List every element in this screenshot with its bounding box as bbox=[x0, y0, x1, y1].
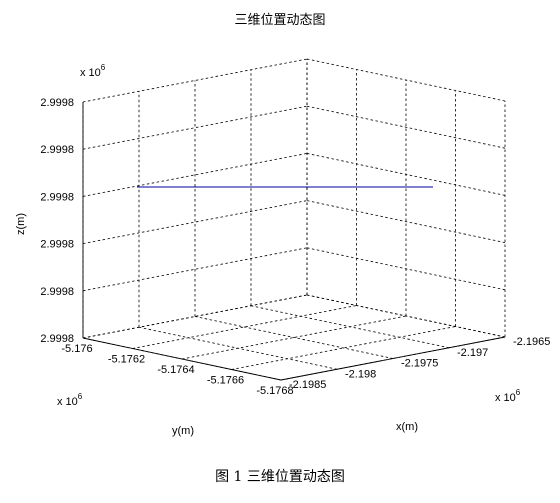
wall-right-horizontal-3 bbox=[306, 153, 506, 196]
y-exponent-label: x 106 bbox=[57, 392, 83, 408]
z-tick-label: 2.9998 bbox=[40, 191, 74, 203]
wall-right-horizontal-0 bbox=[306, 294, 506, 338]
z-tick-labels: 2.9998 2.9998 2.9998 2.9998 2.9998 2.9998 bbox=[40, 97, 74, 345]
y-axis-line bbox=[82, 337, 282, 381]
z-tick-label: 2.9998 bbox=[40, 333, 74, 345]
y-tick-label: -5.176 bbox=[61, 343, 92, 355]
wall-right-horizontal-5 bbox=[306, 58, 506, 102]
wall-right-horizontal-4 bbox=[306, 105, 506, 149]
wall-left-horizontal-3 bbox=[82, 153, 308, 197]
z-tick-label: 2.9998 bbox=[40, 144, 74, 156]
y-tick-label: -5.1762 bbox=[108, 354, 145, 366]
y-tick-label: -5.1764 bbox=[157, 364, 194, 376]
z-tick-label: 2.9998 bbox=[40, 239, 74, 251]
z-tick-label: 2.9998 bbox=[40, 286, 74, 298]
x-tick-label: -2.198 bbox=[345, 368, 376, 380]
x-tick-label: -2.1965 bbox=[513, 336, 550, 348]
x-tick-label: -2.1975 bbox=[401, 358, 438, 370]
chart-title: 三维位置动态图 bbox=[234, 13, 325, 28]
x-axis-line bbox=[280, 336, 506, 381]
axis-frame bbox=[82, 102, 506, 381]
figure-caption: 图 1 三维位置动态图 bbox=[215, 469, 345, 485]
floor-grid-y-3 bbox=[231, 326, 456, 370]
wall-left-horizontal-2 bbox=[82, 200, 308, 244]
y-tick-labels: -5.176 -5.1762 -5.1764 -5.1766 -5.1768 bbox=[61, 343, 293, 397]
floor-grid-x-2 bbox=[194, 316, 394, 359]
z-axis-label: z(m) bbox=[15, 213, 27, 235]
z-exponent-label: x 106 bbox=[80, 63, 106, 79]
x-axis-label: x(m) bbox=[396, 421, 418, 433]
x-tick-label: -2.197 bbox=[457, 347, 488, 359]
y-axis-label: y(m) bbox=[172, 425, 194, 437]
wall-right-horizontal-2 bbox=[306, 200, 506, 243]
wall-right-horizontal-1 bbox=[306, 247, 506, 291]
x-exponent-label: x 106 bbox=[495, 388, 521, 404]
wall-left-horizontal-4 bbox=[82, 105, 308, 150]
y-tick-label: -5.1768 bbox=[256, 385, 293, 397]
floor-grid-y-1 bbox=[132, 305, 357, 349]
wall-left-horizontal-1 bbox=[82, 247, 308, 292]
wall-left-horizontal-0 bbox=[82, 294, 308, 339]
grid-lines bbox=[82, 58, 506, 381]
wall-left-horizontal-5 bbox=[82, 58, 308, 103]
x-tick-labels: -2.1985 -2.198 -2.1975 -2.197 -2.1965 bbox=[289, 336, 550, 391]
z-tick-label: 2.9998 bbox=[40, 97, 74, 109]
x-tick-label: -2.1985 bbox=[289, 379, 326, 391]
floor-grid-y-2 bbox=[181, 315, 407, 360]
y-tick-label: -5.1766 bbox=[207, 375, 244, 387]
